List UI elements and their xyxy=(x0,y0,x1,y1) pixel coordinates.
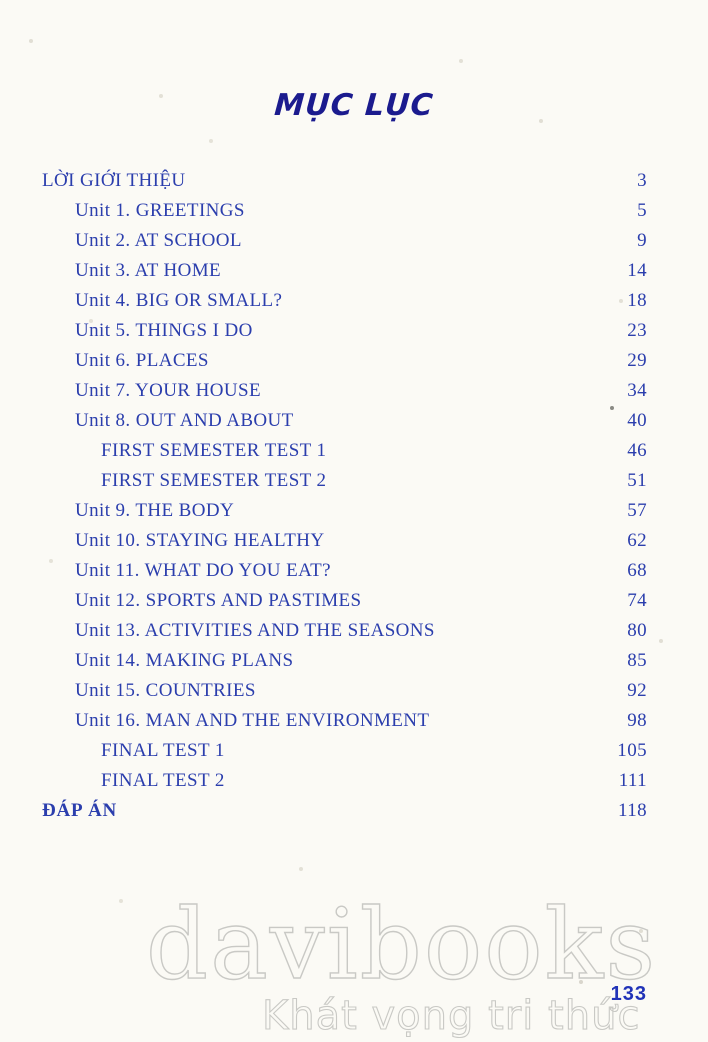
toc-entry-label: Unit 10. STAYING HEALTHY xyxy=(75,530,325,551)
toc-entry: Unit 3. AT HOME 14 xyxy=(42,256,647,286)
toc-entry-label: Unit 11. WHAT DO YOU EAT? xyxy=(75,560,331,581)
toc-entry-page-number: 3 xyxy=(637,170,647,191)
toc-entry-label: Unit 14. MAKING PLANS xyxy=(75,650,294,671)
toc-entry-page-number: 5 xyxy=(637,200,647,221)
toc-entry-label: Unit 8. OUT AND ABOUT xyxy=(75,410,294,431)
scan-noise xyxy=(0,0,2,2)
toc-entry-label: FIRST SEMESTER TEST 2 xyxy=(101,470,327,491)
toc-entry-label: FINAL TEST 1 xyxy=(101,740,225,761)
toc-entry-page-number: 74 xyxy=(627,590,647,611)
toc-entry-label: ĐÁP ÁN xyxy=(42,800,117,821)
toc-entry-label: Unit 15. COUNTRIES xyxy=(75,680,256,701)
toc-entry-label: FIRST SEMESTER TEST 1 xyxy=(101,440,327,461)
toc-entry-page-number: 18 xyxy=(627,290,647,311)
toc-entry-page-number: 23 xyxy=(627,320,647,341)
toc-entry-page-number: 40 xyxy=(627,410,647,431)
toc-entry-page-number: 68 xyxy=(627,560,647,581)
toc-entry: Unit 14. MAKING PLANS 85 xyxy=(42,646,647,676)
toc-entry-page-number: 57 xyxy=(627,500,647,521)
toc-entry: Unit 11. WHAT DO YOU EAT? 68 xyxy=(42,556,647,586)
toc-entry-page-number: 118 xyxy=(618,800,647,821)
toc-entry-page-number: 105 xyxy=(617,740,647,761)
toc-entry-label: Unit 9. THE BODY xyxy=(75,500,235,521)
toc-entry-page-number: 51 xyxy=(627,470,647,491)
toc-entry: Unit 4. BIG OR SMALL? 18 xyxy=(42,286,647,316)
toc-entry: Unit 16. MAN AND THE ENVIRONMENT 98 xyxy=(42,706,647,736)
toc-entry-page-number: 111 xyxy=(618,770,647,791)
toc-entry-label: Unit 3. AT HOME xyxy=(75,260,222,281)
toc-entry-label: FINAL TEST 2 xyxy=(101,770,225,791)
toc-entry: FIRST SEMESTER TEST 1 46 xyxy=(42,436,647,466)
toc-entry-page-number: 92 xyxy=(627,680,647,701)
toc-entry: Unit 9. THE BODY 57 xyxy=(42,496,647,526)
toc-entry-page-number: 80 xyxy=(627,620,647,641)
toc-entry: FIRST SEMESTER TEST 2 51 xyxy=(42,466,647,496)
toc-entry: Unit 12. SPORTS AND PASTIMES 74 xyxy=(42,586,647,616)
toc-entry-page-number: 85 xyxy=(627,650,647,671)
toc-entry-label: Unit 12. SPORTS AND PASTIMES xyxy=(75,590,362,611)
toc-entry-page-number: 9 xyxy=(637,230,647,251)
toc-entry-page-number: 14 xyxy=(627,260,647,281)
toc-entry-label: Unit 2. AT SCHOOL xyxy=(75,230,242,251)
toc-entry-label: Unit 1. GREETINGS xyxy=(75,200,245,221)
toc-entry-page-number: 98 xyxy=(627,710,647,731)
toc-entry-label: Unit 5. THINGS I DO xyxy=(75,320,253,341)
toc-entry-page-number: 29 xyxy=(627,350,647,371)
toc-entry: Unit 1. GREETINGS 5 xyxy=(42,196,647,226)
toc-entry: Unit 7. YOUR HOUSE 34 xyxy=(42,376,647,406)
watermark-tagline: Khát vọng tri thức xyxy=(261,993,641,1039)
page-title: MỤC LỤC xyxy=(273,88,435,123)
toc-entry-label: Unit 7. YOUR HOUSE xyxy=(75,380,261,401)
toc-entry-page-number: 62 xyxy=(627,530,647,551)
toc-entry: LỜI GIỚI THIỆU 3 xyxy=(42,166,647,196)
toc-entry-label: Unit 16. MAN AND THE ENVIRONMENT xyxy=(75,710,430,731)
toc-entry: Unit 2. AT SCHOOL 9 xyxy=(42,226,647,256)
toc-entry: FINAL TEST 1 105 xyxy=(42,736,647,766)
toc-entry: Unit 8. OUT AND ABOUT 40 xyxy=(42,406,647,436)
toc-entry: Unit 10. STAYING HEALTHY 62 xyxy=(42,526,647,556)
toc-entry-label: Unit 6. PLACES xyxy=(75,350,209,371)
toc-entry-page-number: 46 xyxy=(627,440,647,461)
toc-entry-page-number: 34 xyxy=(627,380,647,401)
toc-entry: Unit 6. PLACES 29 xyxy=(42,346,647,376)
toc-entry: Unit 13. ACTIVITIES AND THE SEASONS 80 xyxy=(42,616,647,646)
page-number: 133 xyxy=(610,983,647,1005)
toc-entry-label: LỜI GIỚI THIỆU xyxy=(42,170,186,191)
toc-entry: ĐÁP ÁN 118 xyxy=(42,796,647,826)
toc-entry: Unit 5. THINGS I DO 23 xyxy=(42,316,647,346)
toc-list: LỜI GIỚI THIỆU 3 Unit 1. GREETINGS 5 Uni… xyxy=(42,166,647,826)
toc-entry: Unit 15. COUNTRIES 92 xyxy=(42,676,647,706)
watermark-brand: davibooks xyxy=(145,888,658,1001)
toc-entry-label: Unit 4. BIG OR SMALL? xyxy=(75,290,283,311)
toc-entry-label: Unit 13. ACTIVITIES AND THE SEASONS xyxy=(75,620,435,641)
toc-entry: FINAL TEST 2 111 xyxy=(42,766,647,796)
